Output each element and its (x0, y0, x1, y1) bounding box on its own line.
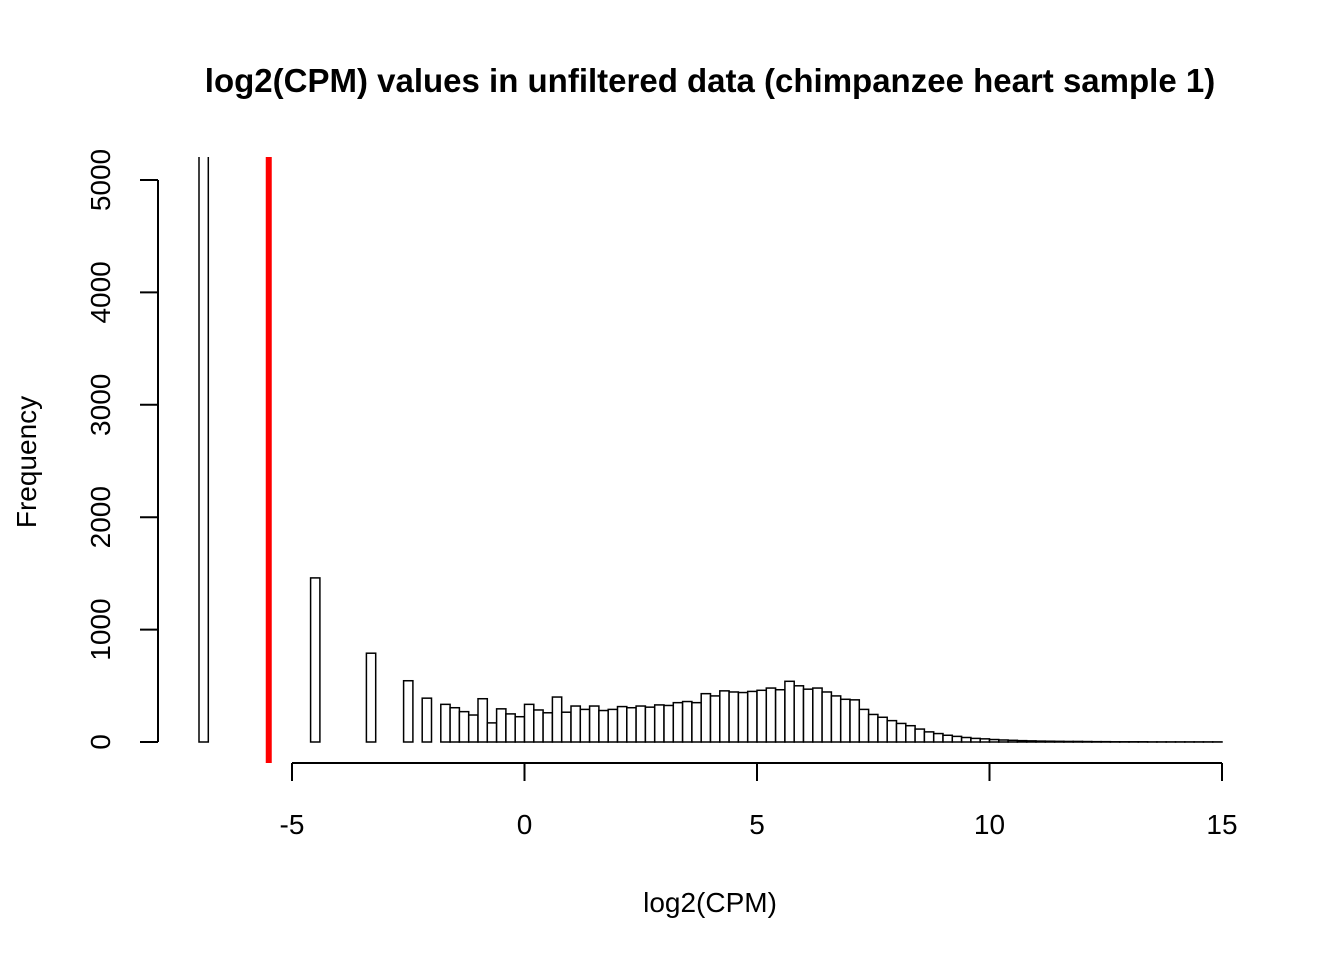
histogram-bar (514, 715, 526, 743)
histogram-bar (365, 652, 377, 743)
histogram-bar (626, 706, 637, 743)
histogram-bar (635, 705, 647, 743)
histogram-bar (774, 688, 786, 743)
histogram-bar (728, 691, 740, 743)
histogram-bar (988, 738, 1000, 743)
chart-title: log2(CPM) values in unfiltered data (chi… (205, 62, 1215, 99)
histogram-bar (877, 716, 888, 743)
histogram-bar (784, 680, 795, 743)
histogram-bar (746, 690, 758, 743)
histogram-bar (793, 685, 805, 743)
histogram-bar (867, 713, 879, 743)
histogram-bar (960, 736, 972, 743)
y-tick-label: 4000 (85, 261, 116, 323)
histogram-bar (598, 709, 609, 743)
histogram-bar (905, 724, 916, 743)
histogram-bar (421, 697, 433, 743)
x-axis: -5 0 5 10 15 (280, 762, 1238, 840)
x-tick-label: 10 (974, 809, 1005, 840)
histogram-bar (812, 687, 823, 743)
histogram-bar (1025, 740, 1037, 743)
histogram-bar (886, 719, 898, 743)
y-tick-label: 1000 (85, 598, 116, 660)
histogram-bar (440, 703, 451, 743)
y-tick-label: 3000 (85, 374, 116, 436)
x-tick-label: 15 (1206, 809, 1237, 840)
histogram-bars (198, 157, 1223, 743)
histogram-bar (895, 722, 907, 743)
histogram-bar (839, 698, 851, 743)
y-tick-label: 2000 (85, 486, 116, 548)
histogram-bar (533, 709, 544, 743)
histogram-bar (737, 691, 749, 743)
histogram-bar (560, 711, 572, 743)
histogram-bar (402, 679, 414, 743)
histogram-bar (495, 708, 507, 743)
histogram-bar (486, 722, 498, 743)
histogram-bar (653, 704, 665, 743)
histogram-bar (951, 735, 963, 743)
histogram-bar (700, 692, 712, 743)
histogram-bar (1007, 739, 1019, 743)
histogram-bar (198, 157, 210, 743)
histogram-bar (1072, 740, 1084, 743)
histogram-bar (505, 713, 516, 743)
histogram-bar (923, 731, 935, 743)
histogram-bar (1016, 739, 1028, 743)
histogram-bar (458, 710, 470, 743)
histogram-bar (756, 689, 768, 743)
histogram-bar (1044, 740, 1056, 743)
histogram-bar (551, 696, 563, 743)
histogram-bar (542, 712, 554, 743)
histogram-bar (932, 732, 944, 743)
histogram-bar (979, 738, 991, 743)
histogram-bar (849, 699, 861, 743)
histogram-bar (802, 688, 814, 743)
histogram-bar (477, 697, 489, 743)
y-tick-label: 0 (85, 734, 116, 750)
histogram-bar (309, 577, 321, 743)
histogram-bar (914, 728, 926, 743)
histogram-bar (709, 695, 721, 743)
histogram-bar (1035, 740, 1047, 743)
histogram-bar (467, 714, 479, 743)
histogram-bar (672, 701, 684, 743)
histogram-bar (579, 708, 591, 743)
histogram-bar (663, 704, 675, 743)
histogram-bar (942, 734, 954, 743)
histogram-bar (719, 690, 730, 743)
histogram-bar (830, 695, 842, 743)
x-tick-label: -5 (280, 809, 305, 840)
histogram-bar (998, 739, 1009, 743)
histogram-bar (1053, 740, 1065, 743)
histogram-bar (1063, 740, 1074, 743)
y-tick-label: 5000 (85, 149, 116, 211)
x-axis-label: log2(CPM) (643, 887, 777, 918)
y-axis-label: Frequency (11, 396, 42, 528)
histogram-bar (588, 705, 600, 743)
x-tick-label: 0 (517, 809, 533, 840)
histogram-bar (765, 687, 777, 743)
histogram-bar (570, 705, 582, 743)
histogram-bar (449, 706, 461, 743)
y-axis: 0 1000 2000 3000 4000 5000 (85, 149, 159, 750)
histogram-bar (644, 706, 656, 743)
histogram-bar (616, 705, 628, 743)
histogram-bar (607, 708, 619, 743)
histogram-bar (691, 701, 702, 743)
histogram-bar (858, 708, 870, 743)
x-tick-label: 5 (749, 809, 765, 840)
histogram-bar (821, 691, 833, 743)
histogram-bar (970, 737, 981, 743)
histogram-bar (523, 703, 535, 743)
histogram-bar (681, 700, 693, 743)
